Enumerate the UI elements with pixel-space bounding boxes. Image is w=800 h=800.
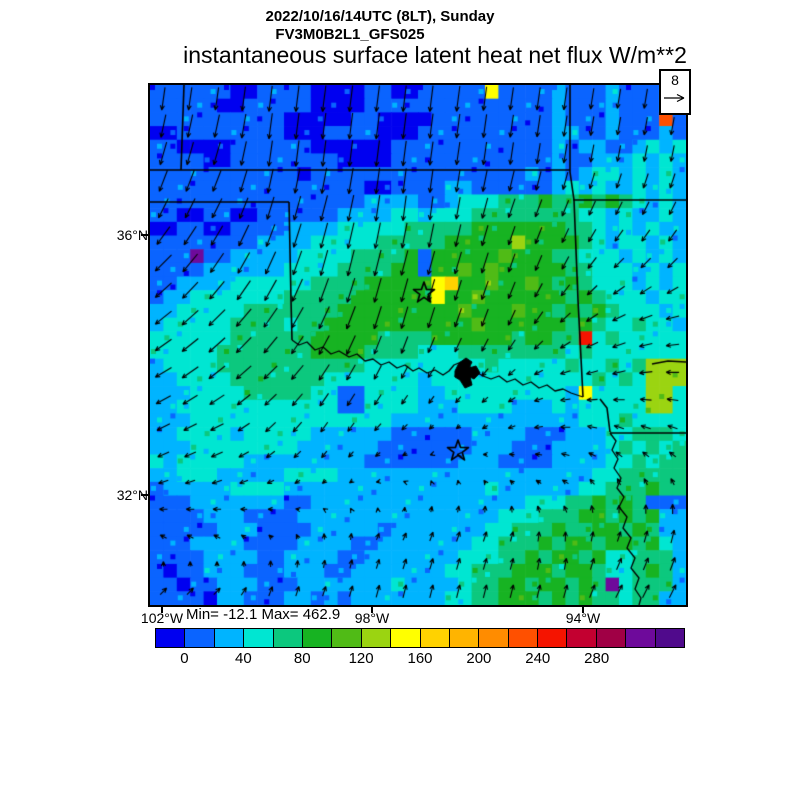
colorbar-segment <box>272 628 303 648</box>
colorbar-tick-label: 200 <box>466 650 492 667</box>
colorbar-segment <box>595 628 627 648</box>
reference-arrow-box: 8 <box>659 69 691 115</box>
lon-label-102w: 102°W <box>140 610 184 626</box>
colorbar-segment <box>243 628 274 648</box>
colorbar-segment <box>184 628 215 648</box>
colorbar-segment <box>507 628 539 648</box>
lat-label-32n: 32°N <box>116 487 148 503</box>
lat-tick-36n <box>141 234 150 236</box>
reference-arrow-value: 8 <box>671 72 679 88</box>
colorbar-segment <box>213 628 245 648</box>
date-line: 2022/10/16/14UTC (8LT), Sunday <box>265 8 495 25</box>
lon-label-98w: 98°W <box>354 610 390 626</box>
lon-tick-94w <box>582 607 584 613</box>
colorbar-segment <box>625 628 656 648</box>
colorbar-tick-label: 40 <box>234 650 252 667</box>
colorbar-tick-label: 80 <box>293 650 311 667</box>
colorbar-tick-label: 240 <box>525 650 551 667</box>
colorbar-tick-label: 160 <box>407 650 433 667</box>
colorbar-segment <box>301 628 333 648</box>
colorbar-segment <box>360 628 392 648</box>
colorbar-segment <box>478 628 509 648</box>
reference-arrow-icon <box>664 93 685 103</box>
colorbar-tick-label: 280 <box>584 650 610 667</box>
colorbar-segment <box>419 628 450 648</box>
colorbar <box>155 628 686 648</box>
colorbar-segment <box>448 628 480 648</box>
colorbar-segment <box>537 628 568 648</box>
colorbar-segment <box>566 628 597 648</box>
lon-tick-102w <box>161 607 163 613</box>
lat-tick-32n <box>141 494 150 496</box>
colorbar-tick-label: 120 <box>348 650 374 667</box>
model-line: FV3M0B2L1_GFS025 <box>275 26 425 43</box>
colorbar-segment <box>390 628 421 648</box>
lon-tick-98w <box>371 607 373 613</box>
lon-label-94w: 94°W <box>565 610 601 626</box>
minmax-stats: Min= -12.1 Max= 462.9 <box>186 606 341 623</box>
colorbar-segment <box>155 628 186 648</box>
plot-title: instantaneous surface latent heat net fl… <box>183 42 687 68</box>
colorbar-segment <box>654 628 686 648</box>
lat-label-36n: 36°N <box>116 227 148 243</box>
flux-map-canvas <box>150 85 686 605</box>
map-frame <box>148 83 688 607</box>
colorbar-segment <box>331 628 362 648</box>
colorbar-tick-label: 0 <box>180 650 189 667</box>
